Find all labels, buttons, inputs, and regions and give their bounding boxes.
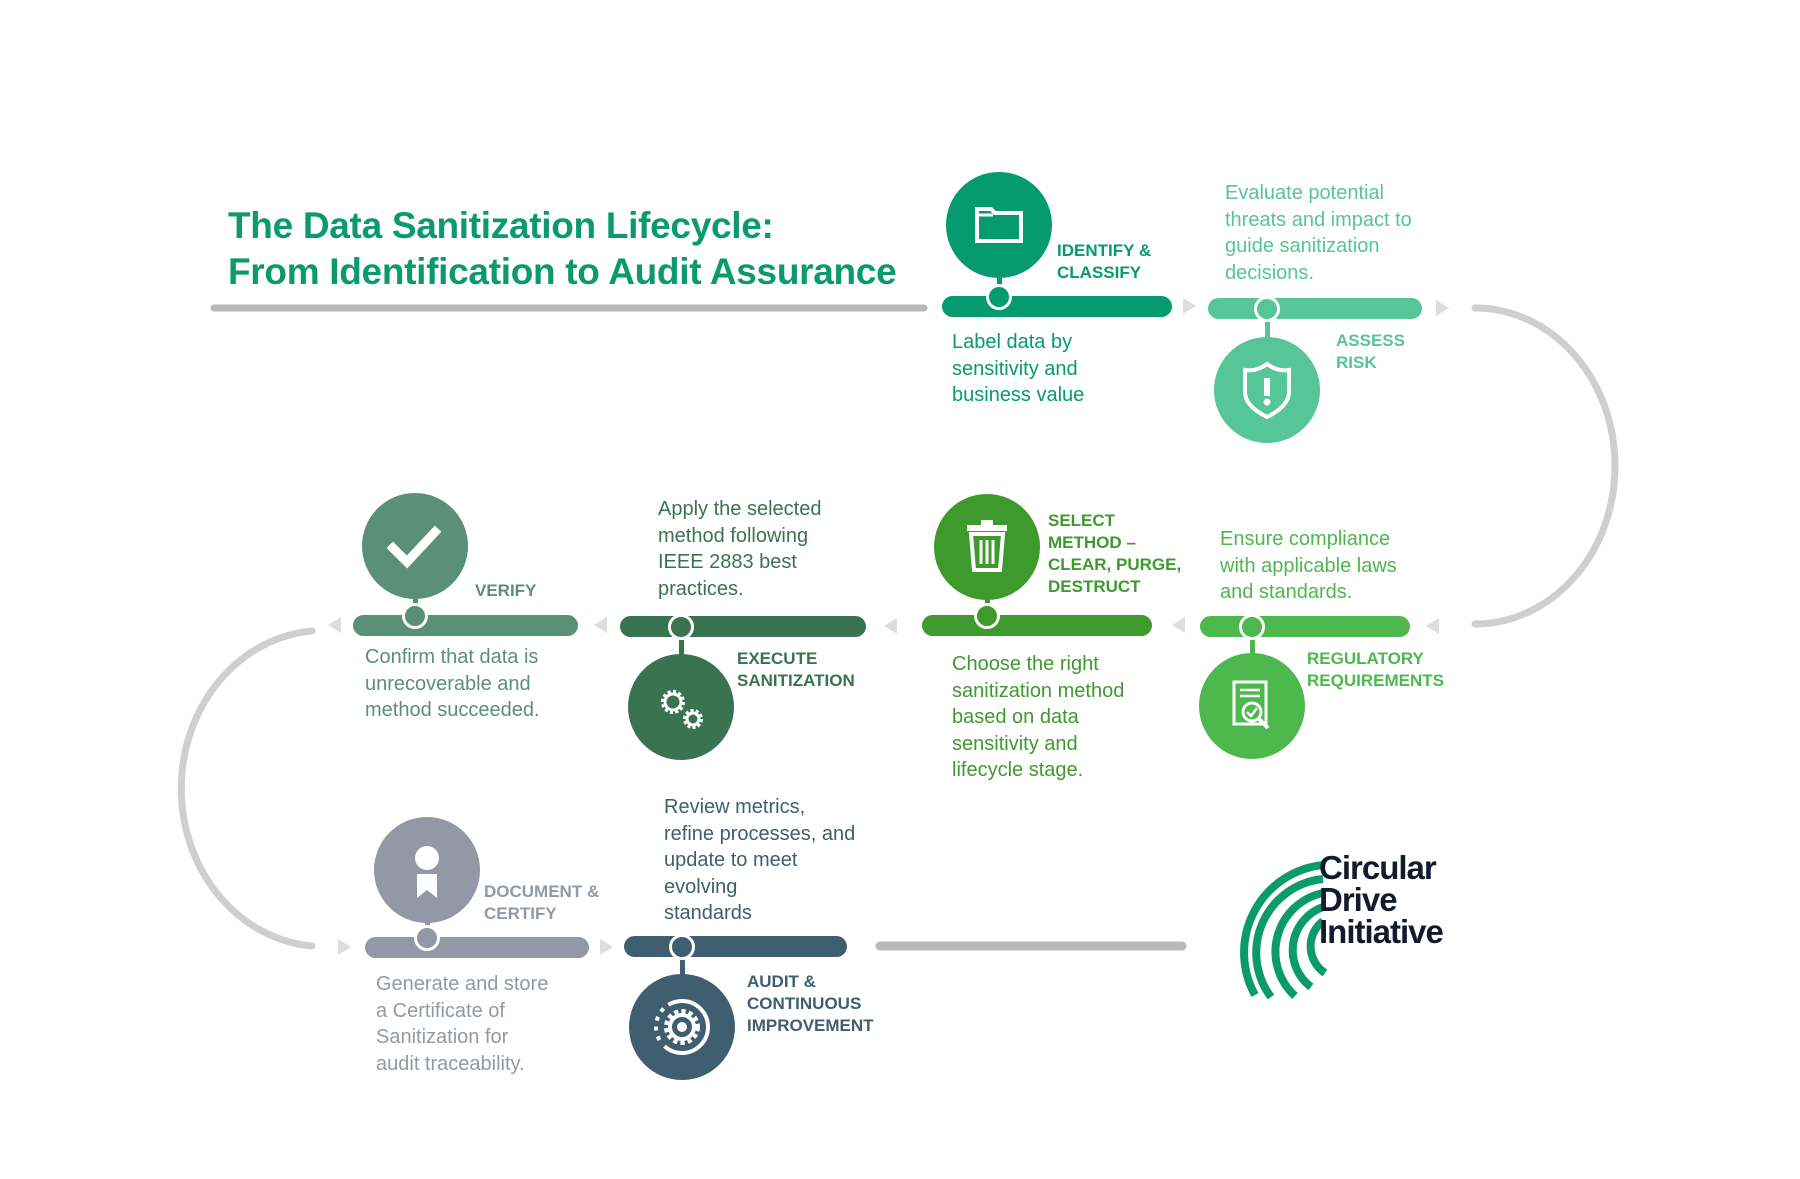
step-description: Generate and store a Certificate of Sani…	[376, 973, 549, 1075]
arrow-right-icon	[1183, 298, 1196, 314]
gears-icon	[661, 690, 703, 729]
checkmark-icon	[386, 525, 442, 569]
step-description: Choose the right sanitization method bas…	[952, 653, 1125, 781]
step-pin	[986, 284, 1012, 310]
step-bar	[1200, 616, 1410, 637]
step-bar	[365, 937, 589, 958]
step-label: VERIFY	[475, 581, 537, 600]
step-pin	[669, 934, 695, 960]
gear-cycle-icon	[654, 999, 710, 1055]
step-connector-stem	[680, 946, 685, 977]
step-pin	[668, 614, 694, 640]
step-bar	[1208, 298, 1422, 319]
step-description: Label data by sensitivity and business v…	[952, 331, 1085, 406]
step-icon-circle	[946, 172, 1052, 278]
step-icon-circle	[934, 494, 1040, 600]
arrow-left-icon	[1172, 617, 1185, 633]
arrow-left-icon	[328, 617, 341, 633]
arrow-left-icon	[1426, 618, 1439, 634]
step-description: Apply the selected method following IEEE…	[658, 498, 822, 600]
step-label: ASSESS RISK	[1336, 331, 1405, 372]
step-label: REGULATORY REQUIREMENTS	[1307, 649, 1444, 690]
page-title: The Data Sanitization Lifecycle: From Id…	[228, 205, 897, 292]
logo-text: Circular Drive Initiative	[1319, 849, 1444, 950]
shield-alert-icon	[1243, 361, 1291, 420]
step-label: SELECT METHOD – CLEAR, PURGE, DESTRUCT	[1048, 511, 1182, 596]
step-description: Evaluate potential threats and impact to…	[1225, 182, 1412, 284]
step-bar	[624, 936, 847, 957]
step-icon-circle	[1199, 653, 1305, 759]
step-pin	[974, 603, 1000, 629]
right-curve-connector	[1471, 304, 1619, 628]
step-description: Confirm that data is unrecoverable and m…	[365, 646, 540, 721]
step-connector-stem	[679, 626, 684, 657]
step-icon-circle	[628, 654, 734, 760]
step-connector-stem	[1250, 626, 1255, 656]
logo-arcs-icon	[1240, 861, 1328, 1000]
step-icon-circle	[362, 493, 468, 599]
arrow-right-icon	[338, 939, 351, 955]
certificate-icon	[415, 846, 439, 898]
arrow-right-icon	[600, 939, 613, 955]
left-curve-connector	[177, 627, 316, 950]
step-icon-circle	[629, 974, 735, 1080]
step-icon-circle	[1214, 337, 1320, 443]
step-label: AUDIT & CONTINUOUS IMPROVEMENT	[747, 972, 874, 1035]
step-label: DOCUMENT & CERTIFY	[484, 882, 600, 923]
step-pin	[1254, 296, 1280, 322]
step-connector-stem	[1265, 308, 1270, 340]
step-icon-circle	[374, 817, 480, 923]
step-bar	[942, 296, 1172, 317]
step-label: EXECUTE SANITIZATION	[737, 649, 855, 690]
step-pin	[402, 603, 428, 629]
arrow-right-icon	[1436, 300, 1449, 316]
arrow-left-icon	[884, 618, 897, 634]
folder-icon	[975, 207, 1023, 243]
step-pin	[1239, 614, 1265, 640]
step-description: Ensure compliance with applicable laws a…	[1220, 528, 1397, 603]
step-pin	[414, 925, 440, 951]
step-bar	[620, 616, 866, 637]
arrow-left-icon	[594, 617, 607, 633]
step-description: Review metrics, refine processes, and up…	[664, 796, 856, 924]
step-label: IDENTIFY & CLASSIFY	[1057, 241, 1152, 282]
step-bar	[922, 615, 1152, 636]
document-check-icon	[1232, 680, 1270, 730]
trash-icon	[967, 520, 1007, 572]
step-bar	[353, 615, 578, 636]
